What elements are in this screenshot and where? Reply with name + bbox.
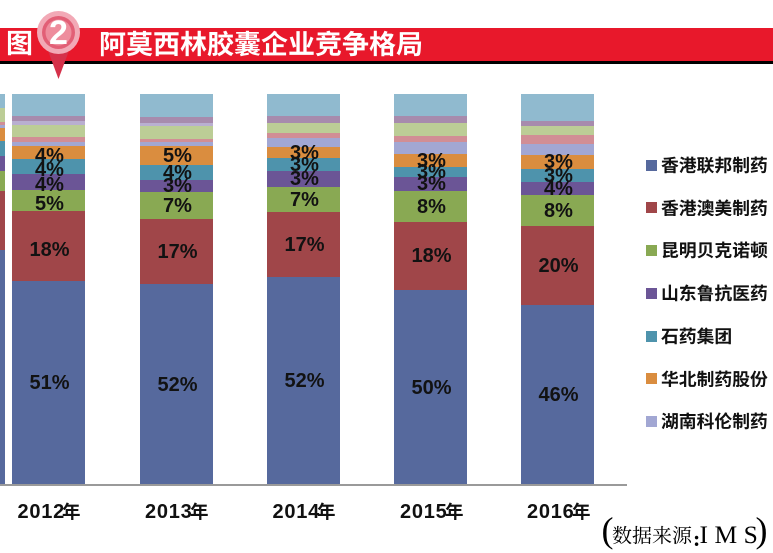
svg-text:2: 2 — [49, 14, 68, 52]
